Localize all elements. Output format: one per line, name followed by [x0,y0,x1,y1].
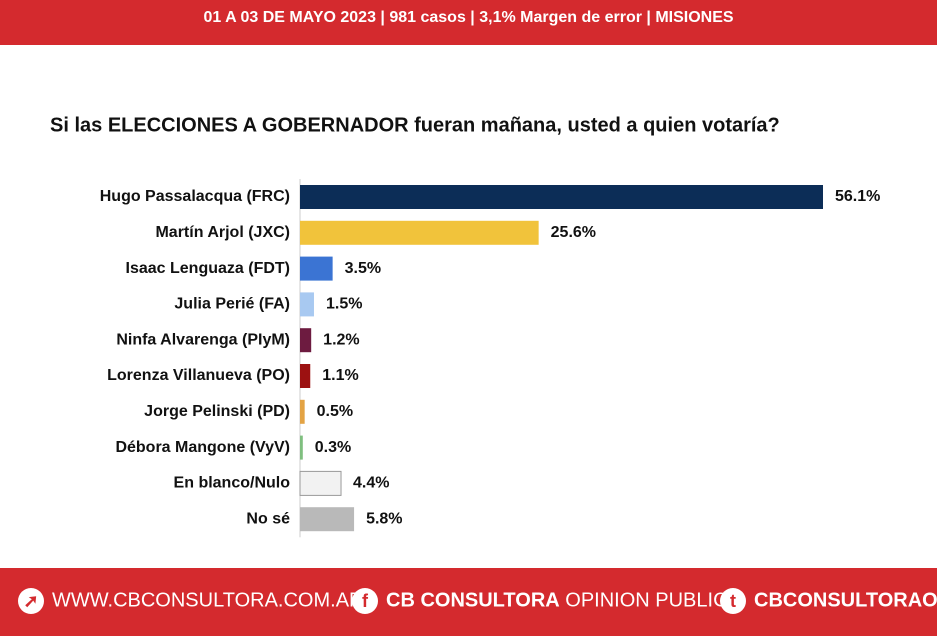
website-text: WWW.CBCONSULTORA.COM.AR [52,589,364,612]
chart: Si las ELECCIONES A GOBERNADOR fueran ma… [50,114,880,538]
category-label: Jorge Pelinski (PD) [144,403,290,420]
value-label: 25.6% [551,224,596,241]
value-label: 56.1% [835,188,880,205]
value-label: 1.1% [322,367,358,384]
bar [300,507,355,532]
category-label: Isaac Lenguaza (FDT) [126,260,290,277]
cursor-icon: ➚ [18,588,44,614]
bar [300,220,539,245]
category-label: Débora Mangone (VyV) [115,439,290,456]
bar [300,435,303,460]
facebook-name: CB CONSULTORA [386,589,560,612]
category-label: Martín Arjol (JXC) [155,224,290,241]
bar [300,256,333,281]
twitter-handle: CBCONSULTORAOK [754,589,937,612]
chart-title: Si las ELECCIONES A GOBERNADOR fueran ma… [50,114,780,136]
bar [299,470,342,496]
category-label: Julia Perié (FA) [174,296,290,313]
footer-bar: ➚ WWW.CBCONSULTORA.COM.AR f CB CONSULTORA … [0,568,937,636]
category-label: Ninfa Alvarenga (PIyM) [116,331,290,348]
facebook-sub: OPINION PUBLICA [565,589,741,612]
value-label: 0.3% [315,439,351,456]
header-text: 01 A 03 DE MAYO 2023 | 981 casos | 3,1% … [203,9,734,26]
value-label: 3.5% [345,260,381,277]
twitter-icon: t [720,588,746,614]
bar [300,328,312,353]
bar [300,364,311,388]
facebook-icon: f [352,588,378,614]
website[interactable]: ➚ WWW.CBCONSULTORA.COM.AR [18,588,363,614]
category-label: En blanco/Nulo [174,475,291,492]
bar [300,399,305,424]
value-label: 4.4% [353,475,389,492]
category-label: No sé [246,510,290,527]
twitter[interactable]: t CBCONSULTORAOK [720,588,937,614]
value-label: 0.5% [317,403,353,420]
category-label: Lorenza Villanueva (PO) [107,367,290,384]
bar [300,185,823,209]
value-label: 1.2% [323,331,359,348]
facebook[interactable]: f CB CONSULTORA OPINION PUBLICA [352,588,741,614]
value-label: 5.8% [366,510,402,527]
category-label: Hugo Passalacqua (FRC) [100,188,290,205]
value-label: 1.5% [326,296,362,313]
bar [300,292,314,317]
header-bar: 01 A 03 DE MAYO 2023 | 981 casos | 3,1% … [0,0,937,45]
